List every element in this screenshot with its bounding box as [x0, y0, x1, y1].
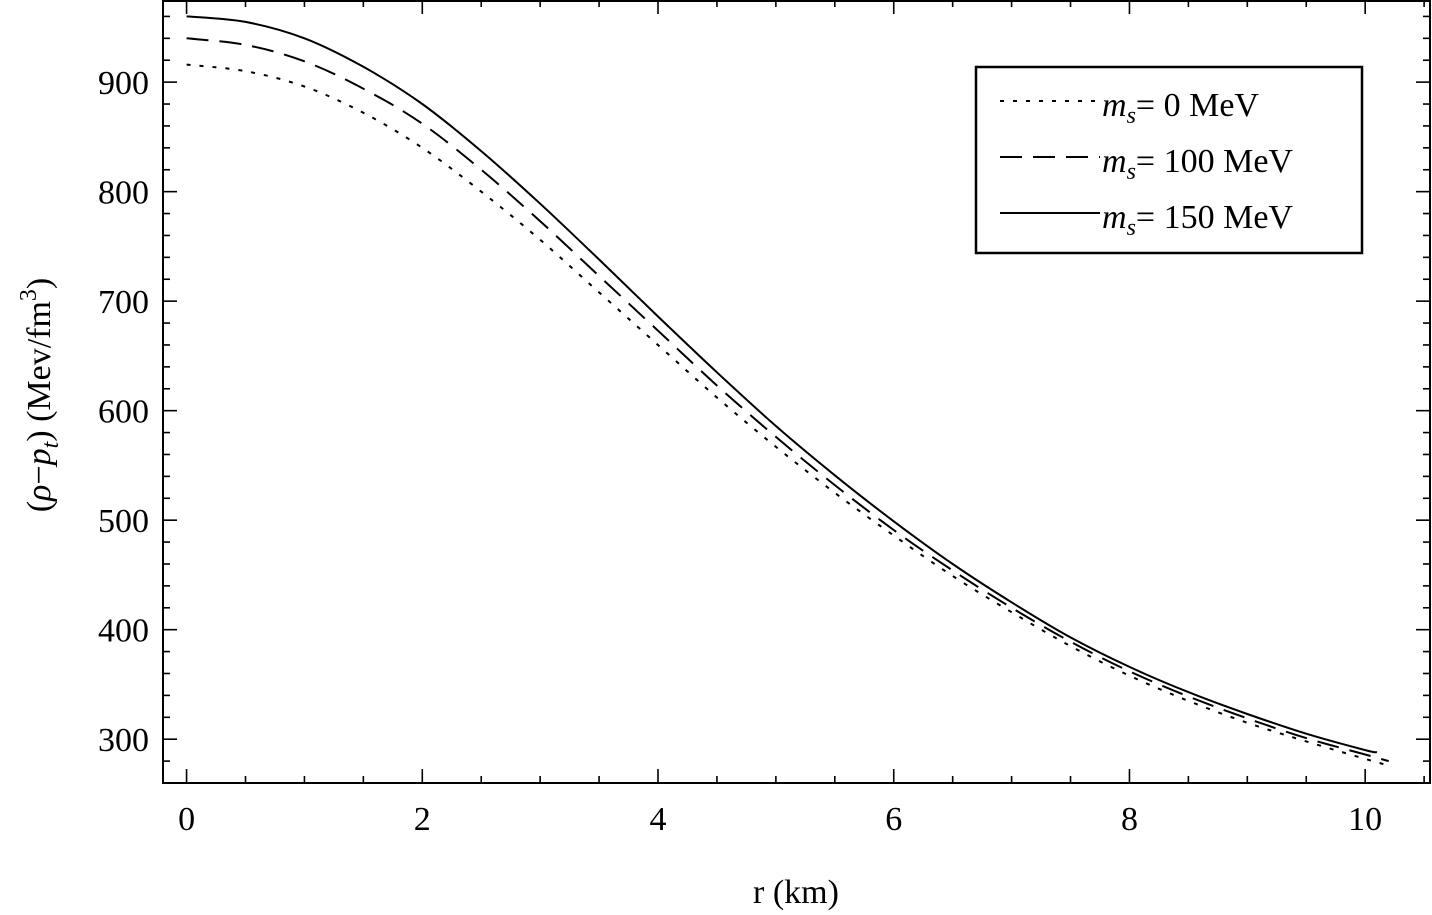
series-line-solid	[186, 15, 1378, 754]
y-tick-label: 300	[98, 722, 149, 759]
legend-label: ms= 0 MeV	[1102, 87, 1259, 129]
y-tick-label: 900	[98, 65, 149, 102]
x-axis-ticks: 0 2 4 6 8 10	[178, 0, 1425, 838]
y-axis-ticks: 300 400 500 600 700 800 900	[98, 15, 1430, 762]
x-tick-label: 2	[414, 801, 431, 838]
legend-label: ms= 100 MeV	[1102, 143, 1293, 185]
plot-frame	[162, 0, 1431, 784]
x-tick-label: 4	[650, 801, 667, 838]
y-axis-label: (ρ−pt) (Mev/fm3)	[16, 278, 64, 513]
y-tick-label: 600	[98, 394, 149, 431]
x-tick-label: 10	[1348, 801, 1382, 838]
series-line-dashed	[186, 37, 1389, 763]
series-layer	[186, 15, 1389, 767]
x-tick-label: 0	[178, 801, 195, 838]
y-tick-label: 400	[98, 613, 149, 650]
x-axis-label: r (km)	[753, 874, 839, 911]
x-tick-label: 6	[885, 801, 902, 838]
legend: ms= 0 MeV ms= 100 MeV ms= 150 MeV	[974, 65, 1364, 255]
legend-label: ms= 150 MeV	[1102, 199, 1293, 241]
y-tick-label: 500	[98, 503, 149, 540]
y-tick-label: 700	[98, 284, 149, 321]
x-tick-label: 8	[1121, 801, 1138, 838]
plot-border	[162, 0, 1431, 784]
legend-box	[974, 65, 1364, 255]
y-tick-label: 800	[98, 175, 149, 212]
